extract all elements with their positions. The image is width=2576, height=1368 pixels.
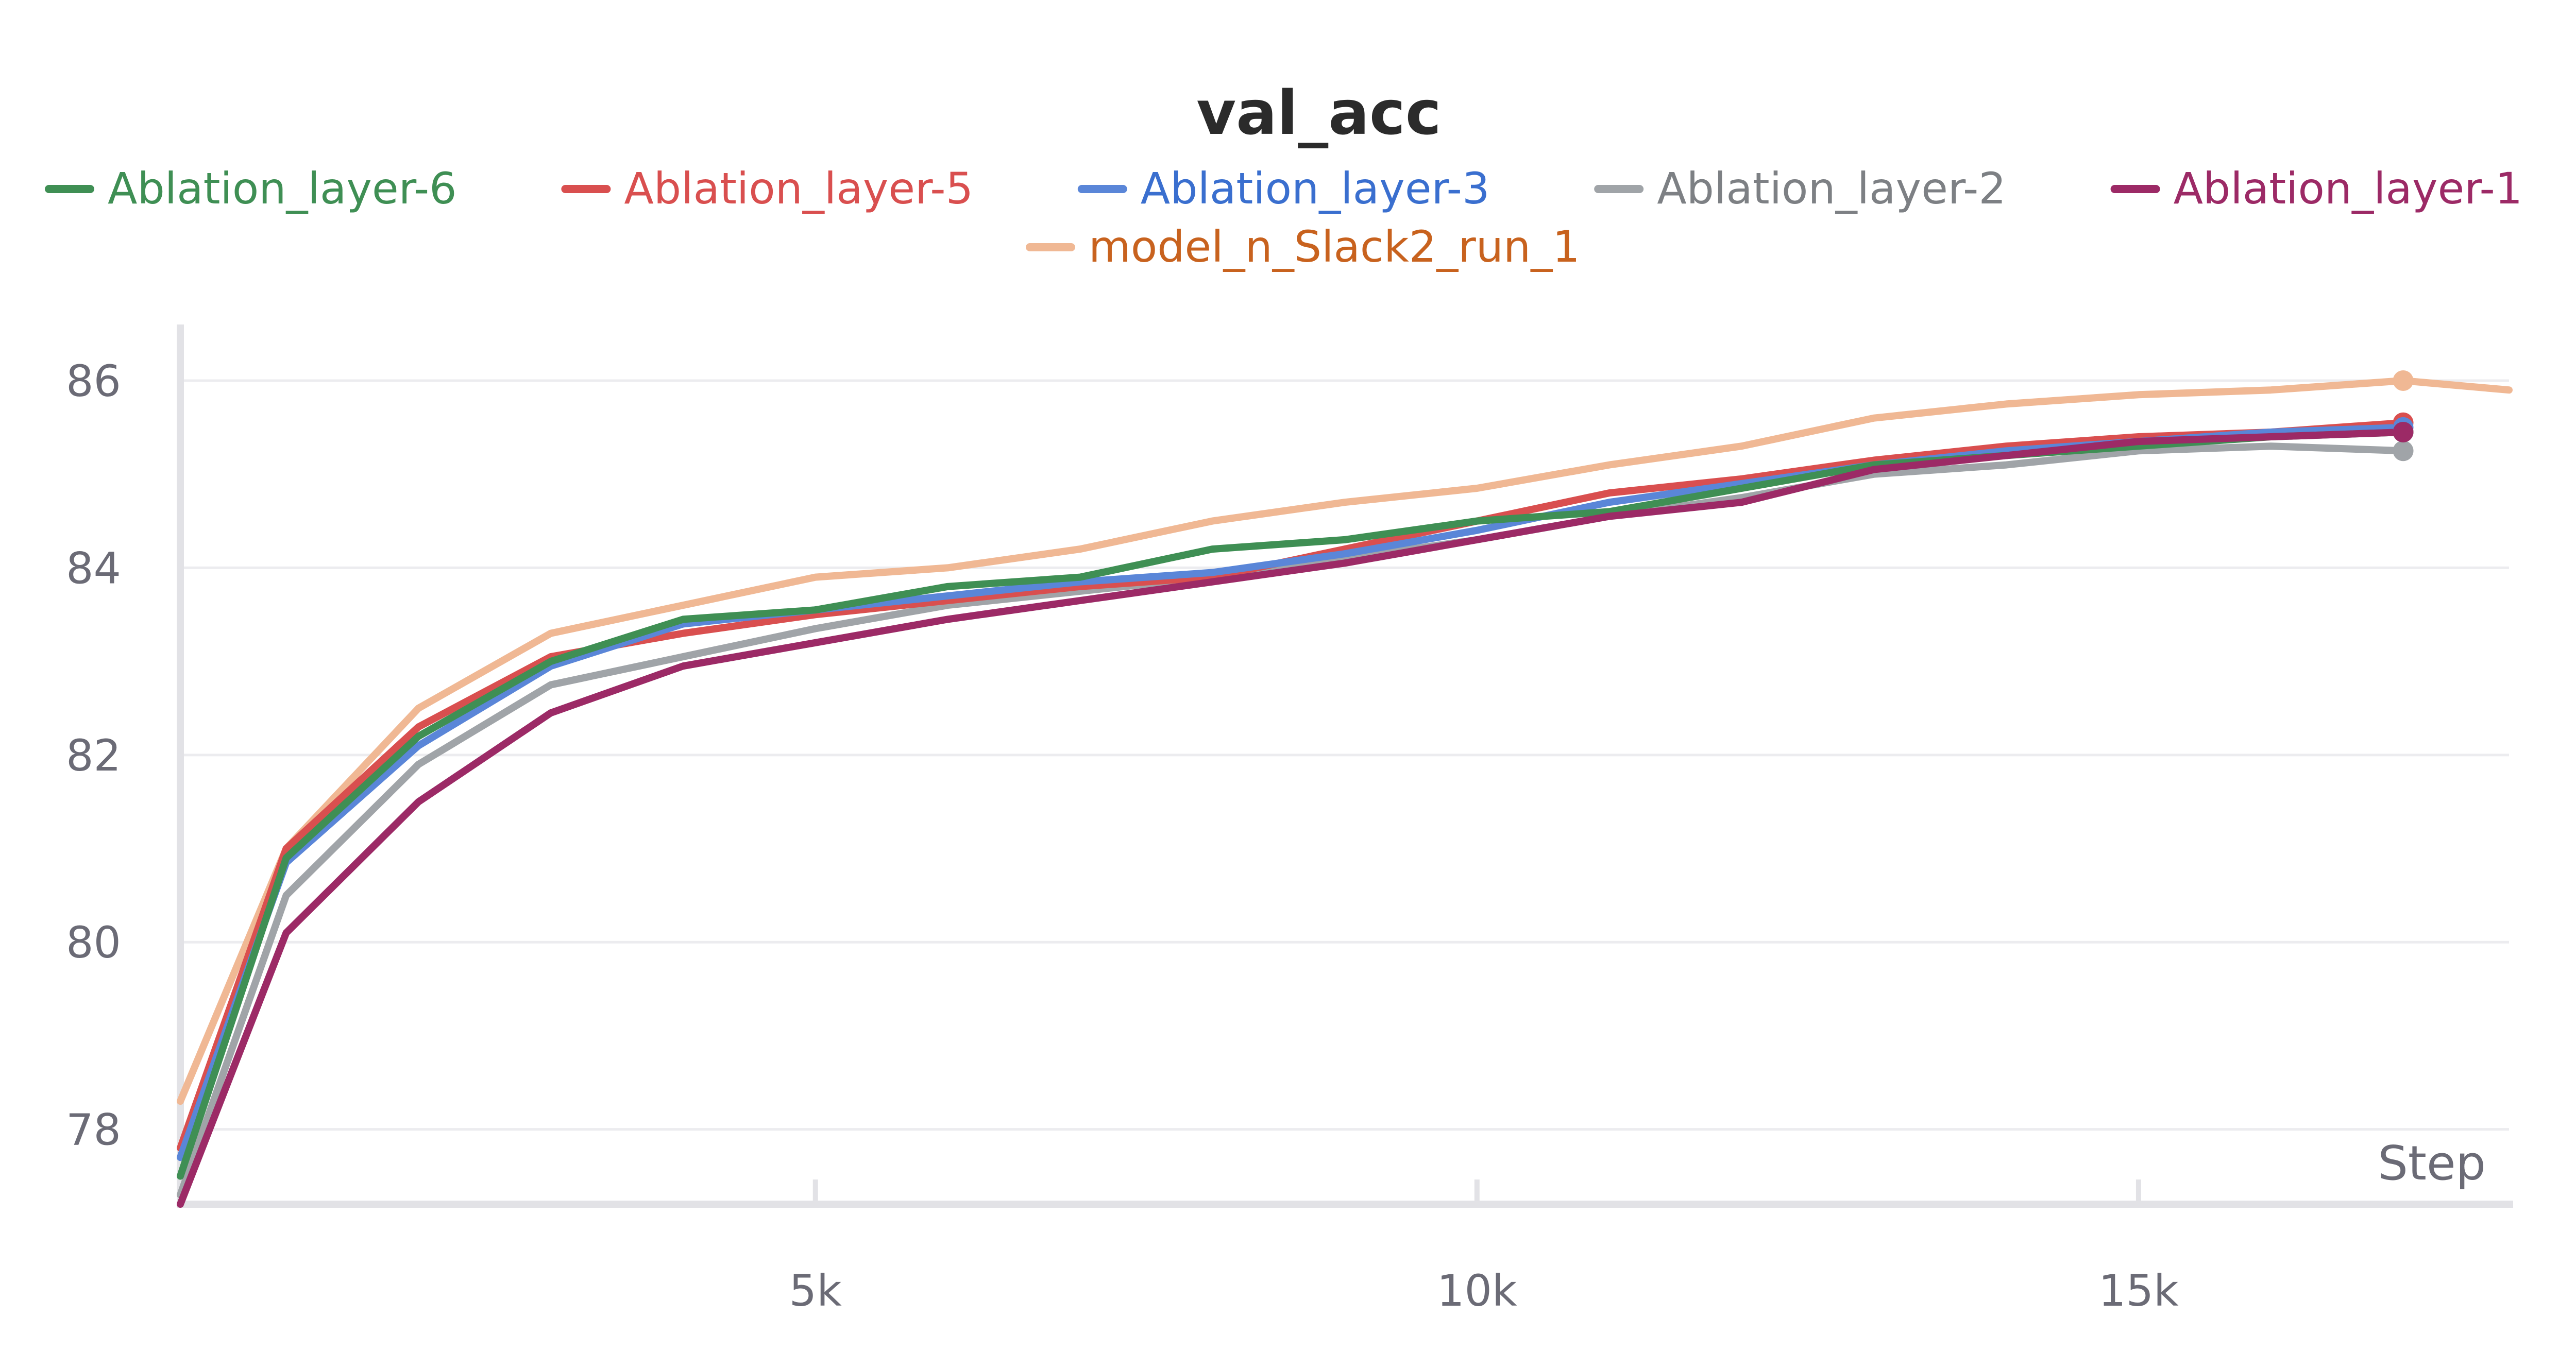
legend-label: Ablation_layer-5	[624, 163, 973, 214]
legend-item[interactable]: Ablation_layer-3	[1077, 163, 1490, 214]
series-endpoint-marker	[2393, 440, 2414, 461]
legend-item[interactable]: model_n_Slack2_run_1	[1026, 221, 1580, 272]
series-line-Ablation_layer-3	[177, 423, 2407, 1161]
series-endpoint-marker	[2393, 370, 2414, 391]
legend-label: Ablation_layer-3	[1141, 163, 1490, 214]
legend-label: Ablation_layer-2	[1657, 163, 2006, 214]
legend-item[interactable]: Ablation_layer-6	[45, 163, 457, 214]
legend-label: Ablation_layer-1	[2174, 163, 2523, 214]
legend: Ablation_layer-6 Ablation_layer-5 Ablation…	[45, 163, 2523, 272]
legend-item[interactable]: Ablation_layer-5	[561, 163, 973, 214]
y-tick-label: 84	[66, 543, 121, 593]
chart-title: val_acc	[1196, 77, 1442, 148]
y-ticks: 78 80 82 84 86	[66, 356, 121, 1155]
series-lines	[177, 377, 2513, 1208]
legend-label: model_n_Slack2_run_1	[1089, 221, 1580, 272]
series-line-Ablation_layer-6	[177, 429, 2407, 1180]
series-line-Ablation_layer-5	[177, 419, 2407, 1152]
y-tick-label: 78	[66, 1105, 121, 1155]
series-line-model_n_Slack2_run_1	[177, 377, 2513, 1105]
y-tick-label: 86	[66, 356, 121, 406]
axes	[177, 324, 2513, 1208]
x-tick-label: 10k	[1437, 1266, 1517, 1316]
series-endpoint-marker	[2393, 421, 2414, 442]
gridlines	[180, 379, 2509, 1131]
series-line-Ablation_layer-2	[177, 442, 2407, 1199]
y-tick-label: 82	[66, 730, 121, 781]
legend-label: Ablation_layer-6	[108, 163, 457, 214]
series-endpoints	[2393, 370, 2414, 461]
x-ticks: 5k 10k 15k	[789, 1179, 2179, 1316]
legend-item[interactable]: Ablation_layer-1	[2110, 163, 2523, 214]
x-tick-label: 5k	[789, 1266, 842, 1316]
y-tick-label: 80	[66, 917, 121, 968]
series-line-Ablation_layer-1	[177, 429, 2407, 1208]
legend-item[interactable]: Ablation_layer-2	[1594, 163, 2006, 214]
x-tick-label: 15k	[2098, 1266, 2179, 1316]
x-axis-label: Step	[2378, 1136, 2486, 1191]
